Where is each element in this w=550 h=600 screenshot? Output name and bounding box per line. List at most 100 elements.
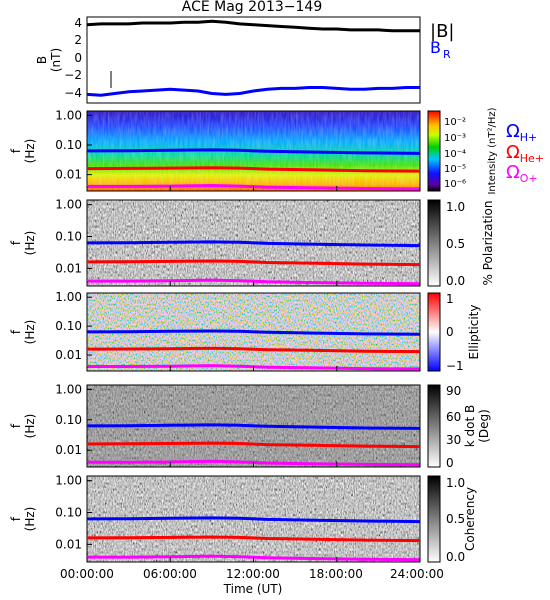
cbar-tick: 90 [446, 384, 461, 398]
gyro-line-o [87, 554, 421, 562]
y-axis-label: f [9, 516, 23, 521]
y-axis-label: f [9, 423, 23, 428]
series-line-b-r [86, 86, 420, 97]
panel-b-ytick: 4 [74, 16, 82, 30]
overlay-panel-2: 1.00 0.10 0.01 f (Hz) [9, 198, 421, 286]
cbar-tick: 0.0 [446, 274, 465, 288]
y-tick-label: 0.01 [55, 348, 82, 362]
x-tick: 06:00:00 [143, 567, 197, 581]
y-axis-unit: (Hz) [23, 231, 37, 256]
overlay-panel-5: 1.00 0.10 0.01 f (Hz) [9, 474, 421, 562]
gyro-line-o [87, 183, 421, 191]
panel-b-yticks: 4 2 0 −2 −4 [64, 16, 82, 100]
gyro-line-o [87, 278, 421, 286]
panel-b-ytick: 0 [74, 51, 82, 65]
cbar-tick: 10⁻² [444, 117, 466, 128]
cbar-kdotb-label: k dot B [463, 405, 477, 447]
overlay-panel-4: 1.00 0.10 0.01 f (Hz) [9, 382, 421, 467]
gyro-line-he [86, 441, 421, 449]
y-axis-label: f [9, 329, 23, 334]
cbar-coherency-label: Coherency [463, 487, 477, 551]
cbar-tick: 1 [446, 292, 454, 306]
cbar-tick: −1 [446, 359, 464, 373]
cbar-intensity-ticks: 10⁻² 10⁻³ 10⁻⁴ 10⁻⁵ 10⁻⁶ [444, 117, 466, 190]
y-tick-label: 0.01 [55, 261, 82, 275]
gyro-line-h [86, 240, 421, 248]
legend-omega-o: ΩO+ [506, 162, 538, 185]
gyro-line-o [87, 459, 421, 467]
cbar-tick: 10⁻⁶ [444, 179, 466, 190]
legend-omega: ΩH+ ΩHe+ ΩO+ [506, 121, 544, 185]
gyro-line-he [86, 535, 421, 543]
gyro-line-h [86, 516, 421, 524]
panel-b-ytick: 2 [74, 33, 82, 47]
gyro-line-o [87, 364, 421, 371]
y-tick-label: 1.00 [55, 108, 82, 122]
y-tick-label: 0.10 [55, 506, 82, 520]
gyro-line-h [86, 423, 421, 430]
figure-title: ACE Mag 2013−149 [182, 0, 322, 15]
legend-b-mag: |B| [430, 21, 454, 42]
y-tick-label: 0.01 [55, 443, 82, 457]
x-axis: 00:00:00 06:00:00 12:00:00 18:00:00 24:0… [60, 567, 444, 596]
cbar-polarization [427, 199, 441, 287]
cbar-polarization-label: % Polarization [481, 201, 495, 286]
cbar-tick: 1.0 [446, 200, 465, 214]
cbar-tick: 30 [446, 433, 461, 447]
x-tick: 12:00:00 [226, 567, 280, 581]
panel-b-ylabel: B [35, 56, 49, 64]
panel-b-field: 4 2 0 −2 −4 B (nT) |B| B R [35, 16, 454, 104]
y-tick-label: 0.10 [55, 138, 82, 152]
cbar-ellipticity [427, 292, 441, 372]
panel-b-ytick: −2 [64, 68, 82, 82]
cbar-tick: 60 [446, 410, 461, 424]
gyro-line-he [86, 346, 421, 354]
legend-b-r: B [430, 38, 441, 57]
x-axis-label: Time (UT) [223, 582, 283, 596]
y-axis-unit: (Hz) [23, 507, 37, 532]
overlay-panel-1: 1.00 0.10 0.01 f (Hz) [9, 108, 421, 191]
y-tick-label: 0.01 [55, 168, 82, 182]
x-tick: 18:00:00 [309, 567, 363, 581]
cbar-tick: 0.5 [446, 237, 465, 251]
y-tick-label: 0.01 [55, 537, 82, 551]
cbar-kdotb [427, 384, 441, 468]
cbar-ellipticity-label: Ellipticity [467, 305, 481, 360]
x-tick: 00:00:00 [60, 567, 114, 581]
cbar-intensity-label: Intensity (nT²/Hz) [487, 107, 498, 194]
gyro-line-h [86, 148, 421, 155]
cbar-tick: 10⁻⁴ [444, 149, 466, 160]
legend-b-r-sub: R [443, 48, 451, 61]
series-line-b-mag [86, 19, 420, 33]
y-axis-unit: (Hz) [23, 139, 37, 164]
gyro-line-h [86, 329, 421, 336]
y-tick-label: 0.10 [55, 230, 82, 244]
cbar-coherency [427, 475, 441, 563]
gyro-line-he [86, 166, 421, 173]
y-tick-label: 0.10 [55, 319, 82, 333]
cbar-tick: 1.0 [446, 476, 465, 490]
cbar-tick: 0.0 [446, 550, 465, 564]
y-tick-label: 1.00 [55, 474, 82, 488]
panel-b-frame [86, 16, 421, 104]
legend-omega-he: ΩHe+ [506, 142, 544, 165]
cbar-tick: 0.5 [446, 512, 465, 526]
overlay-panel-3: 1.00 0.10 0.01 f (Hz) [9, 290, 421, 371]
y-tick-label: 0.10 [55, 413, 82, 427]
cbar-tick: 10⁻⁵ [444, 164, 466, 175]
panel-b-ylabel-unit: (nT) [49, 48, 63, 72]
cbar-tick: 0 [446, 456, 454, 470]
cbar-intensity [427, 110, 441, 192]
y-tick-label: 1.00 [55, 382, 82, 396]
y-tick-label: 1.00 [55, 290, 82, 304]
cbar-tick: 10⁻³ [444, 133, 466, 144]
legend-omega-h: ΩH+ [506, 121, 537, 144]
y-tick-label: 1.00 [55, 198, 82, 212]
gyro-line-he [86, 259, 421, 267]
y-axis-unit: (Hz) [23, 320, 37, 345]
cbar-kdotb-unit: (Deg) [477, 409, 491, 443]
y-axis-label: f [9, 148, 23, 153]
y-axis-unit: (Hz) [23, 414, 37, 439]
panel-b-ytick: −4 [64, 86, 82, 100]
